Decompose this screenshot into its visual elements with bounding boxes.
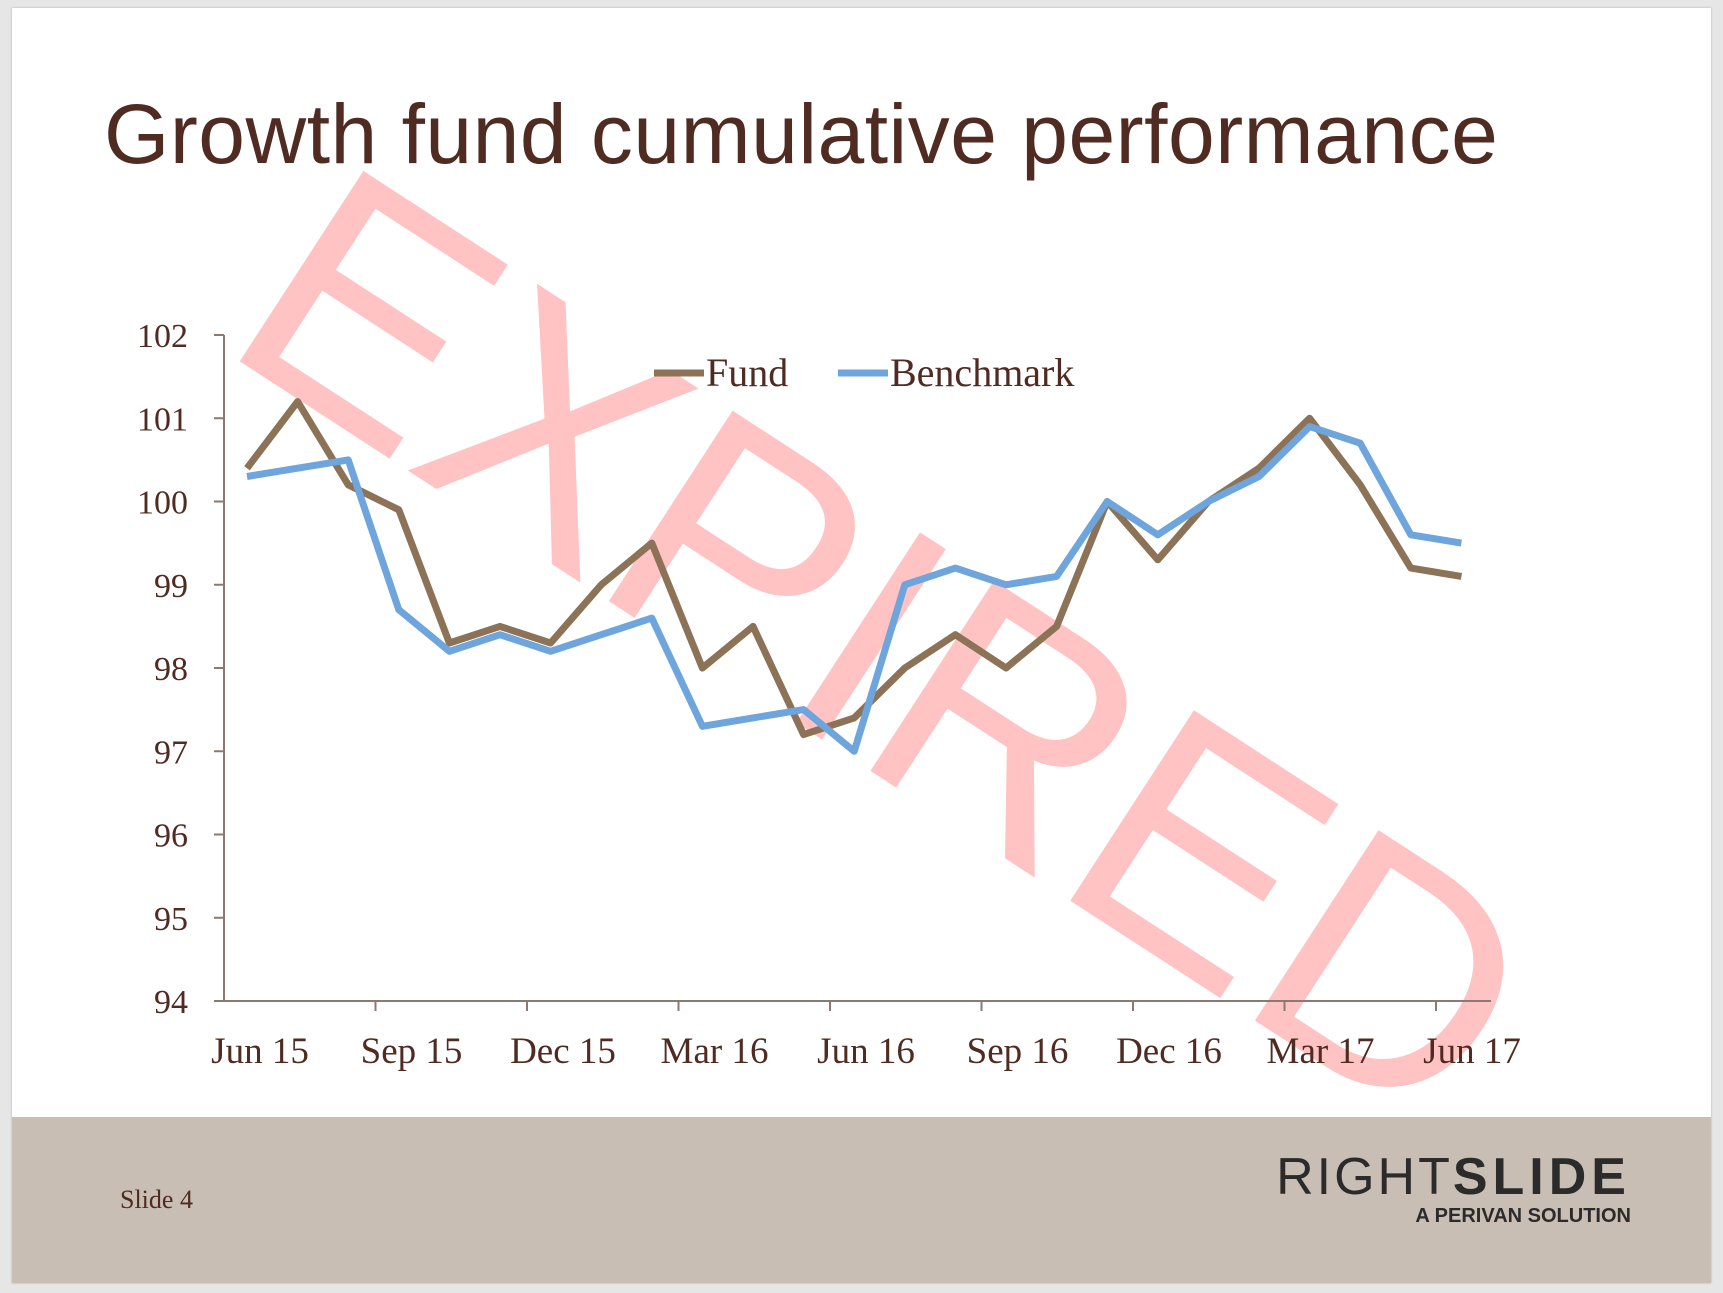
x-tick-label: Jun 17 bbox=[1423, 1031, 1521, 1072]
legend-label-fund: Fund bbox=[706, 350, 788, 395]
x-tick-label: Mar 17 bbox=[1267, 1031, 1375, 1072]
series-line-benchmark bbox=[246, 423, 1462, 755]
logo-tagline: A PERIVAN SOLUTION bbox=[1415, 1205, 1631, 1227]
slide: Growth fund cumulative performance EXPIR… bbox=[12, 8, 1711, 1283]
slide-number: Slide 4 bbox=[120, 1185, 193, 1214]
y-tick-label: 102 bbox=[137, 318, 188, 355]
logo-word-slide: SLIDE bbox=[1452, 1148, 1631, 1206]
slide-footer: Slide 4 RIGHTSLIDE A PERIVAN SOLUTION bbox=[12, 1117, 1711, 1283]
x-tick-label: Dec 16 bbox=[1116, 1031, 1222, 1072]
y-tick-label: 96 bbox=[154, 818, 188, 855]
x-tick-label: Jun 15 bbox=[211, 1031, 309, 1072]
y-tick-label: 94 bbox=[154, 984, 188, 1021]
expired-watermark: EXPIRED bbox=[179, 96, 1595, 1117]
x-tick-label: Sep 16 bbox=[967, 1031, 1069, 1072]
x-tick-label: Dec 15 bbox=[510, 1031, 616, 1072]
y-tick-label: 95 bbox=[154, 901, 188, 938]
y-tick-label: 99 bbox=[154, 568, 188, 605]
x-tick-label: Jun 16 bbox=[817, 1031, 915, 1072]
x-tick-label: Mar 16 bbox=[661, 1031, 769, 1072]
logo-word-right: RIGHT bbox=[1276, 1148, 1453, 1206]
y-tick-label: 98 bbox=[154, 651, 188, 688]
logo-wordmark: RIGHTSLIDE bbox=[1276, 1151, 1631, 1203]
x-tick-label: Sep 15 bbox=[361, 1031, 463, 1072]
rightslide-logo: RIGHTSLIDE A PERIVAN SOLUTION bbox=[1276, 1151, 1631, 1228]
slide-title: Growth fund cumulative performance bbox=[104, 87, 1499, 181]
legend-label-benchmark: Benchmark bbox=[890, 350, 1074, 395]
y-tick-label: 100 bbox=[137, 485, 188, 522]
y-tick-label: 101 bbox=[137, 401, 188, 438]
y-tick-label: 97 bbox=[154, 734, 188, 771]
series-line-fund bbox=[244, 398, 1462, 739]
